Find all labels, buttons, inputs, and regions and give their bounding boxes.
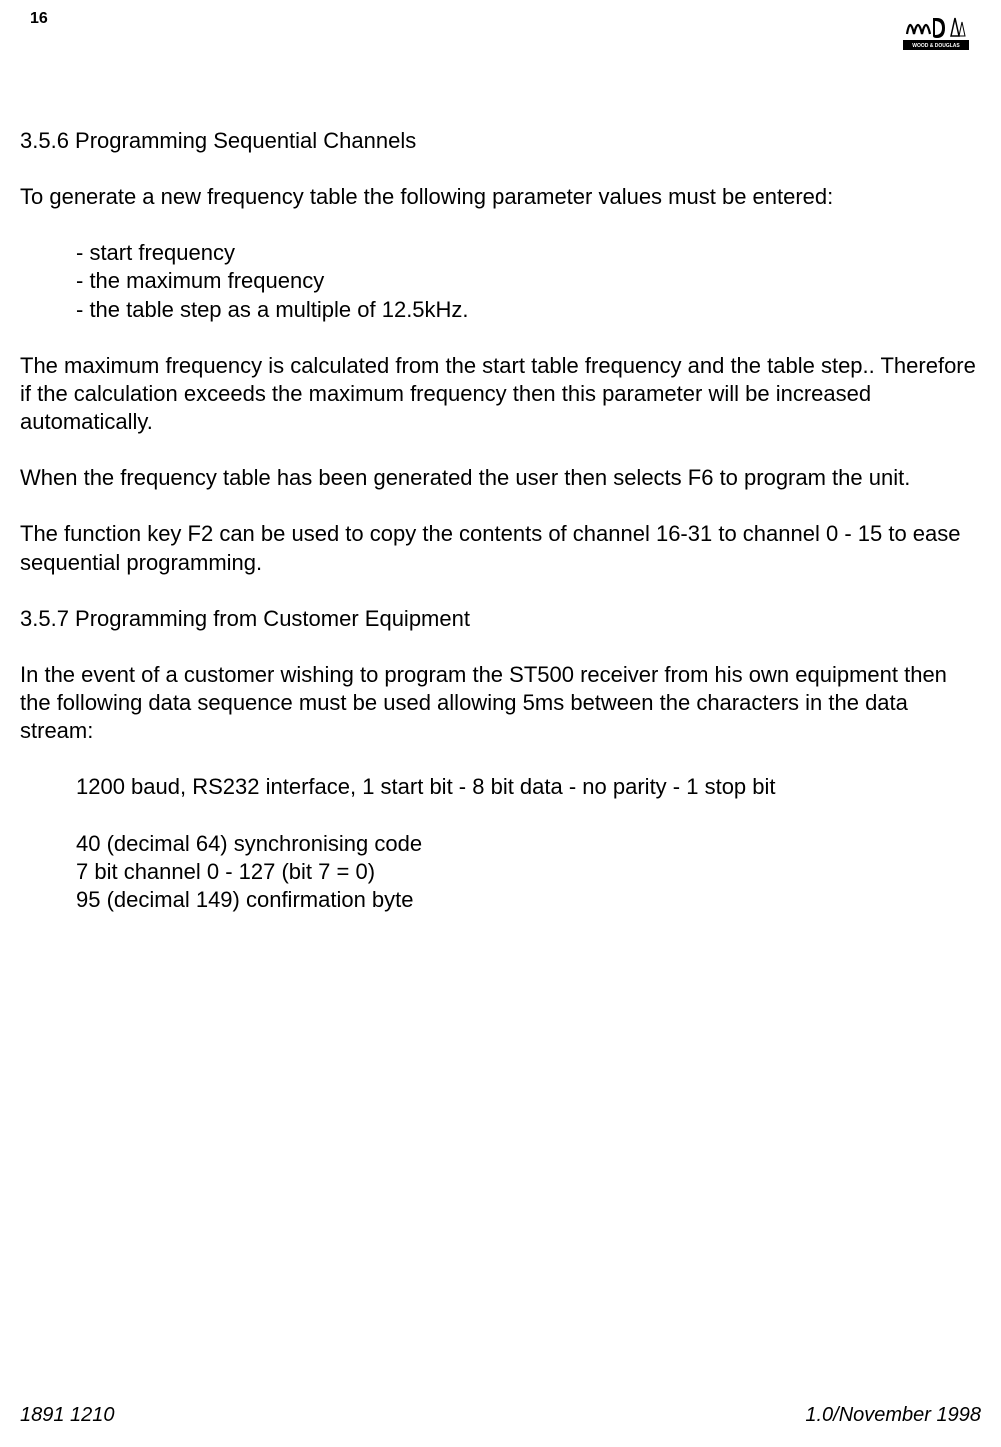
logo-text: WOOD & DOUGLAS [912, 43, 960, 49]
page-header: 16 WOOD & DOUGLAS [20, 10, 981, 57]
spec-line: 95 (decimal 149) confirmation byte [76, 886, 981, 914]
paragraph: To generate a new frequency table the fo… [20, 183, 981, 211]
bullet-item: - the maximum frequency [76, 267, 981, 295]
page-content: 3.5.6 Programming Sequential Channels To… [20, 57, 981, 914]
paragraph: When the frequency table has been genera… [20, 464, 981, 492]
page-footer: 1891 1210 1.0/November 1998 [20, 1404, 981, 1427]
spec-line: 40 (decimal 64) synchronising code [76, 830, 981, 858]
footer-left: 1891 1210 [20, 1404, 115, 1427]
section-heading: 3.5.7 Programming from Customer Equipmen… [20, 605, 981, 633]
spec-block: 40 (decimal 64) synchronising code 7 bit… [20, 830, 981, 914]
section-356: 3.5.6 Programming Sequential Channels To… [20, 127, 981, 577]
page-number: 16 [20, 10, 48, 28]
company-logo: WOOD & DOUGLAS [901, 10, 971, 57]
bullet-item: - start frequency [76, 239, 981, 267]
footer-right: 1.0/November 1998 [805, 1404, 981, 1427]
spec-line: 1200 baud, RS232 interface, 1 start bit … [20, 773, 981, 801]
paragraph: In the event of a customer wishing to pr… [20, 661, 981, 745]
section-357: 3.5.7 Programming from Customer Equipmen… [20, 605, 981, 914]
paragraph: The function key F2 can be used to copy … [20, 520, 981, 576]
bullet-list: - start frequency - the maximum frequenc… [20, 239, 981, 323]
bullet-item: - the table step as a multiple of 12.5kH… [76, 296, 981, 324]
paragraph: The maximum frequency is calculated from… [20, 352, 981, 436]
spec-line: 7 bit channel 0 - 127 (bit 7 = 0) [76, 858, 981, 886]
section-heading: 3.5.6 Programming Sequential Channels [20, 127, 981, 155]
